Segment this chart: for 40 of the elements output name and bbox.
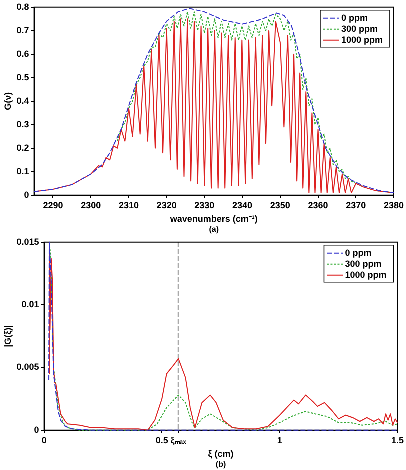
y-axis-title: |G(ξ)| (2, 325, 13, 348)
x-tick-label: 2320 (156, 200, 177, 210)
x-tick-label: 2300 (81, 200, 102, 210)
legend-label: 1000 ppm (345, 270, 387, 280)
x-tick-label: 2360 (308, 200, 328, 210)
x-tick-label: 2370 (346, 200, 366, 210)
x-tick-label: 2380 (384, 200, 404, 210)
y-axis-title: G(ν) (2, 92, 13, 110)
text: (b) (216, 460, 226, 470)
y-tick-label: 0.1 (16, 166, 30, 176)
y-tick-label: 0.01 (22, 300, 40, 310)
legend-label: 1000 ppm (341, 34, 383, 45)
y-tick-label: 0.7 (16, 25, 30, 36)
y-tick-label: 0.6 (16, 48, 30, 59)
x-tick-label: 1 (277, 435, 282, 446)
legend-label: 300 ppm (341, 24, 378, 34)
y-tick-label: 0.5 (16, 72, 30, 82)
y-tick-label: 0.015 (16, 236, 40, 247)
x-axis-title: ξ (cm) (208, 449, 234, 460)
x-tick-label: 1.5 (391, 435, 404, 446)
y-tick-label: 0.3 (16, 119, 30, 130)
y-tick-label: 0.4 (16, 96, 30, 106)
legend-label: 300 ppm (345, 258, 382, 269)
x-tick-label: ξₘₐₓ (170, 435, 188, 446)
x-tick-label: 0.5 (156, 435, 168, 446)
y-tick-label: 0.8 (16, 2, 30, 12)
x-tick-label: 2330 (194, 200, 215, 210)
x-tick-label: 2290 (43, 200, 64, 210)
y-tick-label: 0.005 (16, 362, 40, 372)
y-tick-label: 0 (34, 424, 40, 435)
x-tick-label: 2310 (118, 200, 139, 210)
legend-label: 0 ppm (345, 248, 372, 258)
x-tick-label: 2340 (232, 200, 253, 210)
x-tick-label: 2350 (270, 200, 290, 210)
x-axis-title: wavenumbers (cm⁻¹) (169, 214, 258, 224)
text: (a) (209, 225, 220, 234)
y-tick-label: 0 (24, 190, 30, 200)
y-tick-label: 0.2 (16, 142, 30, 153)
x-tick-label: 0 (42, 435, 47, 446)
legend-label: 0 ppm (341, 12, 368, 23)
